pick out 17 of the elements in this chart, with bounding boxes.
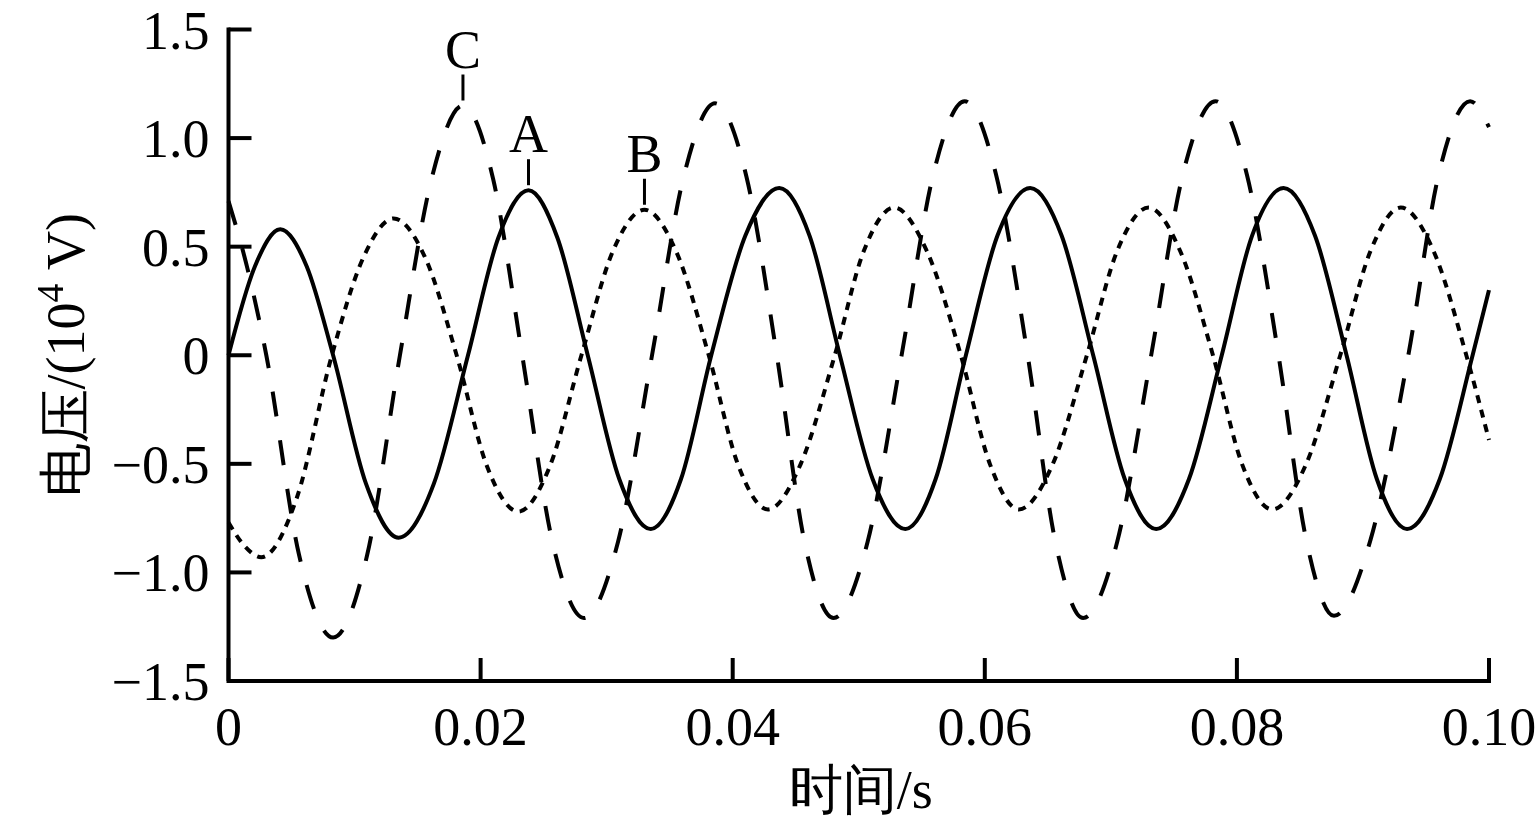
x-tick-label: 0 bbox=[215, 697, 242, 757]
annotation-label: B bbox=[626, 123, 663, 184]
y-tick-label: −1.5 bbox=[111, 652, 210, 712]
y-tick-label: 1.5 bbox=[142, 0, 210, 61]
y-tick-label: −1.0 bbox=[111, 543, 210, 604]
x-tick-label: 0.08 bbox=[1189, 697, 1285, 757]
annotation-label: A bbox=[509, 104, 548, 165]
x-tick-label: 0.02 bbox=[433, 697, 528, 757]
y-tick-label: −0.5 bbox=[111, 434, 210, 495]
y-tick-label: 0 bbox=[182, 326, 210, 387]
x-tick-label: 0.10 bbox=[1441, 697, 1537, 757]
y-tick-label: 1.0 bbox=[142, 109, 210, 170]
annotation-label: C bbox=[444, 19, 481, 80]
x-tick-label: 0.06 bbox=[937, 697, 1033, 757]
y-tick-label: 0.5 bbox=[142, 217, 210, 278]
x-axis-title: 时间/s bbox=[788, 760, 933, 820]
x-tick-label: 0.04 bbox=[685, 697, 780, 757]
